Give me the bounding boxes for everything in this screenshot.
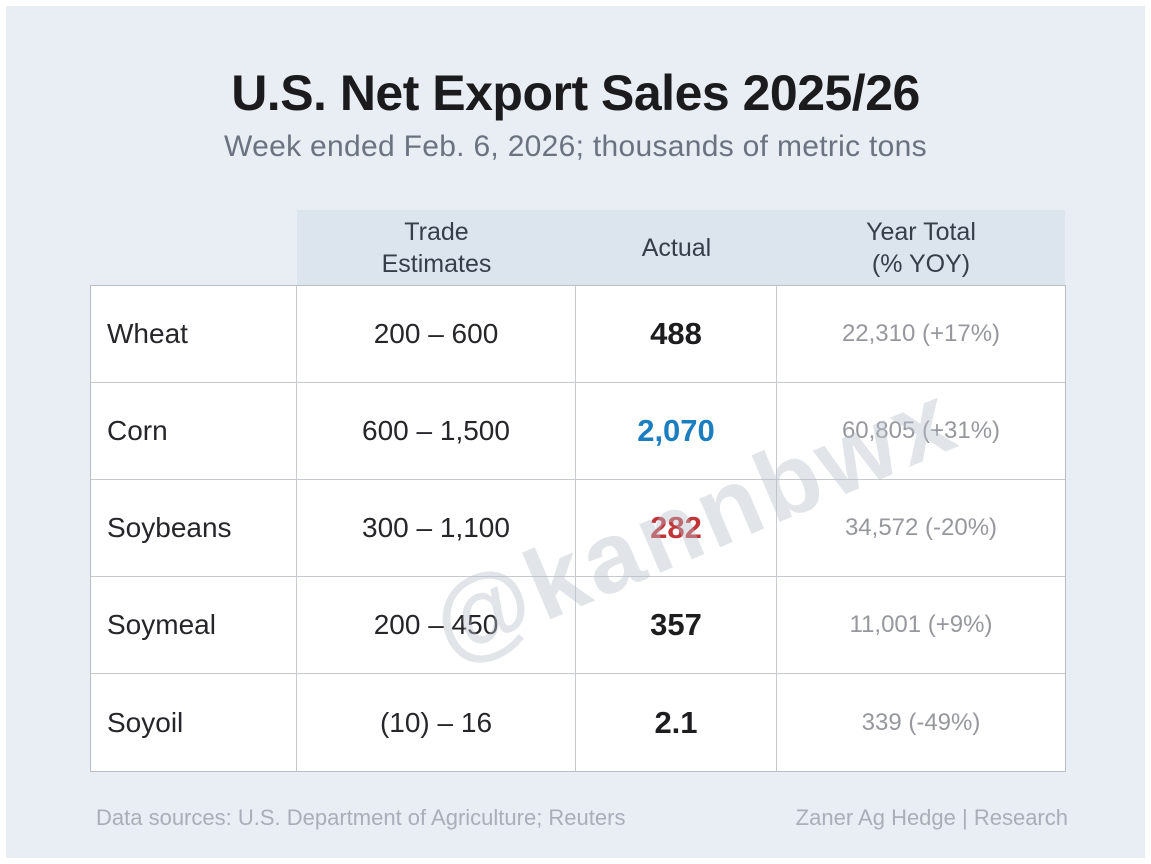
page-subtitle: Week ended Feb. 6, 2026; thousands of me… xyxy=(224,130,927,163)
year-total-value: 339 (-49%) xyxy=(777,674,1065,771)
trade-estimate-value: 600 – 1,500 xyxy=(297,383,576,480)
actual-value: 282 xyxy=(576,480,777,577)
actual-value: 2.1 xyxy=(576,674,777,771)
header-cell-trade-estimates: Trade Estimates xyxy=(381,217,492,278)
trade-estimate-value: 200 – 450 xyxy=(297,577,576,674)
header-cell-year-total: Year Total (% YOY) xyxy=(866,217,976,278)
commodity-label: Corn xyxy=(91,383,297,480)
footer-brand: Zaner Ag Hedge | Research xyxy=(795,805,1068,830)
commodity-label: Wheat xyxy=(91,286,297,383)
footer-source: Data sources: U.S. Department of Agricul… xyxy=(96,805,626,830)
header-cell-actual: Actual xyxy=(641,233,712,262)
page-title: U.S. Net Export Sales 2025/26 xyxy=(231,65,920,121)
trade-estimate-value: 300 – 1,100 xyxy=(297,480,576,577)
year-total-value: 60,805 (+31%) xyxy=(777,383,1065,480)
actual-value: 488 xyxy=(576,286,777,383)
footer: Data sources: U.S. Department of Agricul… xyxy=(96,805,1068,831)
table-header-row: Trade Estimates Actual Year Total (% YOY… xyxy=(297,210,1065,285)
commodity-label: Soybeans xyxy=(91,480,297,577)
year-total-value: 22,310 (+17%) xyxy=(777,286,1065,383)
actual-value: 2,070 xyxy=(576,383,777,480)
actual-value: 357 xyxy=(576,577,777,674)
year-total-value: 11,001 (+9%) xyxy=(777,577,1065,674)
export-sales-table: Wheat 200 – 600 488 22,310 (+17%) Corn 6… xyxy=(90,285,1066,772)
year-total-value: 34,572 (-20%) xyxy=(777,480,1065,577)
commodity-label: Soyoil xyxy=(91,674,297,771)
commodity-label: Soymeal xyxy=(91,577,297,674)
trade-estimate-value: (10) – 16 xyxy=(297,674,576,771)
trade-estimate-value: 200 – 600 xyxy=(297,286,576,383)
